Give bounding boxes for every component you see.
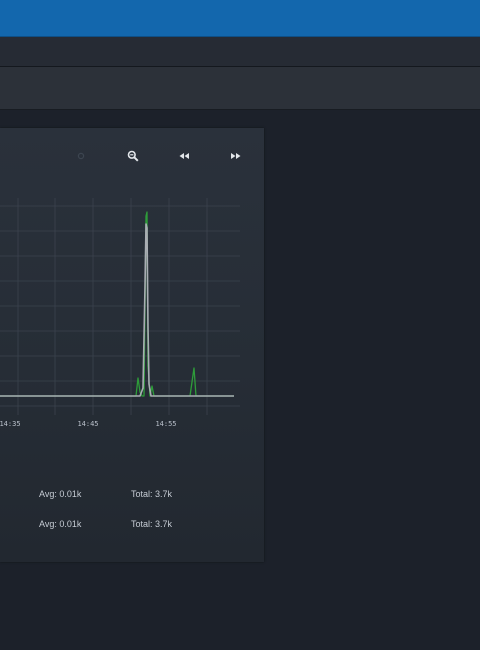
stat-total-1: Total: 3.7k <box>131 489 173 499</box>
stat-avg-1: Avg: 0.01k <box>39 489 82 499</box>
stat-avg-2: Avg: 0.01k <box>39 519 82 529</box>
stat-total-2: Total: 3.7k <box>131 519 173 529</box>
circle-dim-icon[interactable] <box>70 144 92 168</box>
series-line-2 <box>0 223 234 397</box>
zoom-out-icon[interactable] <box>122 144 144 168</box>
rewind-icon[interactable] <box>173 144 195 168</box>
x-tick-label: 14:35 <box>0 420 21 428</box>
time-series-chart[interactable]: 14:35 14:45 14:55 <box>0 190 264 440</box>
sub-navigation-bar <box>0 67 480 110</box>
x-tick-label: 14:55 <box>155 420 176 428</box>
chart-series <box>0 211 234 397</box>
chart-grid <box>0 198 240 415</box>
top-header-bar <box>0 0 480 37</box>
x-axis-ticks: 14:35 14:45 14:55 <box>0 420 177 428</box>
series-line-1 <box>0 211 234 397</box>
x-tick-label: 14:45 <box>77 420 98 428</box>
navigation-bar <box>0 37 480 67</box>
graph-panel <box>0 128 264 562</box>
graph-toolbar <box>0 144 264 168</box>
fast-forward-icon[interactable] <box>225 144 247 168</box>
